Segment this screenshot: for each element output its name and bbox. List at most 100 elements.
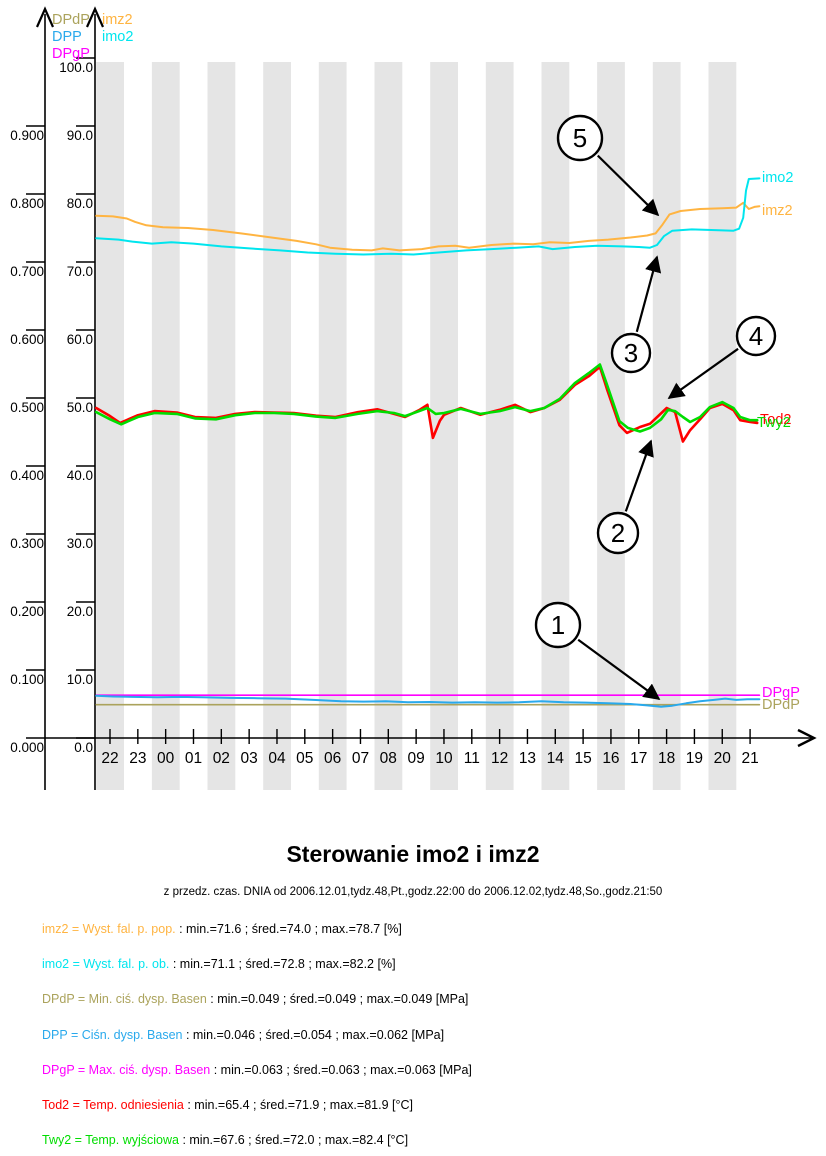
callout-arrow-3: [635, 255, 662, 333]
header-label-DPdP: DPdP: [52, 12, 90, 28]
series-label-imo2: imo2: [762, 170, 793, 186]
series-label-imz2: imz2: [762, 203, 793, 219]
callout-arrow-4: [667, 347, 739, 399]
x-axis-arrow-icon: [797, 728, 817, 748]
legend-series-label: Tod2 = Temp. odniesienia: [42, 1098, 188, 1112]
callout-arrow-2: [624, 439, 654, 512]
hour-stripe: [430, 62, 458, 790]
legend-row-DPgP: DPgP = Max. ciś. dysp. Basen : min.=0.06…: [42, 1063, 472, 1077]
legend-series-stats: : min.=0.063 ; śred.=0.063 ; max.=0.063 …: [213, 1062, 472, 1077]
percent-tick-label: 40.0: [67, 468, 93, 483]
percent-tick-label: 60.0: [67, 332, 93, 347]
callout-circle-3: [610, 332, 652, 374]
callout-number-3: 3: [624, 338, 638, 368]
hour-tick-label: 02: [213, 750, 230, 767]
hour-tick-label: 03: [241, 750, 258, 767]
hour-tick-label: 01: [185, 750, 202, 767]
legend-row-Twy2: Twy2 = Temp. wyjściowa : min.=67.6 ; śre…: [42, 1133, 408, 1147]
legend-series-label: imo2 = Wyst. fal. p. ob.: [42, 957, 173, 972]
legend-series-label: Twy2 = Temp. wyjściowa: [42, 1133, 183, 1148]
hour-tick-label: 11: [464, 750, 480, 767]
hour-tick-label: 07: [352, 750, 369, 767]
hour-tick-label: 21: [741, 750, 758, 767]
legend-row-Tod2: Tod2 = Temp. odniesienia : min.=65.4 ; ś…: [42, 1098, 413, 1112]
pressure-tick-label: 0.600: [10, 332, 44, 347]
series-label-DPgP: DPgP: [762, 685, 800, 701]
hour-tick-label: 13: [519, 750, 536, 767]
hour-stripe: [263, 62, 291, 790]
legend-series-stats: : min.=71.1 ; śred.=72.8 ; max.=82.2 [%]: [172, 957, 396, 972]
percent-tick-label: 10.0: [67, 672, 93, 687]
percent-axis-arrow-icon: [85, 6, 105, 28]
percent-tick-label: 100.0: [59, 60, 93, 75]
imz2-line: [95, 201, 761, 252]
chart-subtitle: z przedz. czas. DNIA od 2006.12.01,tydz.…: [163, 886, 663, 898]
percent-tick-label: 50.0: [67, 400, 93, 415]
callout-number-5: 5: [573, 123, 587, 153]
percent-tick-label: 90.0: [67, 128, 93, 143]
series-label-Tod2: Tod2: [760, 412, 791, 428]
imo2-line: [95, 177, 761, 256]
callout-circle-5: [556, 114, 604, 162]
hour-stripe: [96, 62, 124, 790]
hour-tick-label: 04: [268, 750, 286, 767]
series-label-Twy2: Twy2: [757, 415, 791, 431]
hour-tick-label: 06: [324, 750, 341, 767]
hour-tick-label: 18: [658, 750, 675, 767]
hour-tick-label: 14: [547, 750, 565, 767]
percent-tick-label: 30.0: [67, 536, 93, 551]
legend-series-stats: : min.=67.6 ; śred.=72.0 ; max.=82.4 [°C…: [182, 1133, 409, 1148]
hour-tick-label: 10: [435, 750, 453, 767]
legend-series-label: imz2 = Wyst. fal. p. pop.: [42, 922, 180, 936]
pressure-axis-arrow-icon: [35, 6, 55, 28]
DPP-line: [95, 694, 761, 708]
Twy2-line: [94, 363, 759, 433]
legend-row-DPdP: DPdP = Min. ciś. dysp. Basen : min.=0.04…: [42, 992, 468, 1006]
header-label-DPP: DPP: [52, 29, 82, 45]
hour-stripe: [207, 62, 236, 790]
legend-series-label: DPgP = Max. ciś. dysp. Basen: [42, 1062, 214, 1077]
header-label-imo2: imo2: [102, 29, 133, 45]
hour-tick-label: 15: [574, 750, 591, 767]
hour-tick-label: 23: [129, 750, 146, 767]
callout-number-1: 1: [551, 610, 565, 640]
callout-arrow-1: [577, 638, 661, 700]
hour-stripe: [374, 62, 403, 790]
pressure-tick-label: 0.100: [10, 672, 44, 687]
callout-number-2: 2: [611, 518, 625, 548]
hour-tick-label: 16: [602, 750, 619, 767]
pressure-tick-label: 0.800: [10, 196, 44, 211]
pressure-tick-label: 0.700: [10, 264, 44, 279]
hour-tick-label: 12: [491, 750, 508, 767]
hour-tick-label: 00: [157, 750, 175, 767]
hour-stripe: [708, 62, 737, 790]
hour-tick-label: 09: [408, 750, 425, 767]
legend-series-label: DPP = Ciśn. dysp. Basen: [42, 1027, 186, 1042]
hour-tick-label: 05: [296, 750, 313, 767]
legend-series-stats: : min.=0.046 ; śred.=0.054 ; max.=0.062 …: [185, 1027, 445, 1042]
legend-row-imz2: imz2 = Wyst. fal. p. pop. : min.=71.6 ; …: [42, 922, 402, 936]
percent-tick-label: 70.0: [67, 264, 93, 279]
callout-circle-1: [534, 601, 582, 649]
legend-row-imo2: imo2 = Wyst. fal. p. ob. : min.=71.1 ; ś…: [42, 957, 396, 971]
trend-chart-area: 0.900 0.800 0.700 0.600 0.500 0.400 0.300 0.200…: [10, 6, 817, 790]
hour-tick-label: 19: [686, 750, 703, 767]
hour-tick-label: 20: [714, 750, 732, 767]
hour-stripe: [318, 62, 347, 790]
callout-arrow-5: [597, 154, 660, 217]
callout-circle-2: [596, 511, 640, 555]
hour-stripe: [151, 62, 180, 790]
hour-stripe: [485, 62, 514, 790]
legend-series-stats: : min.=65.4 ; śred.=71.9 ; max.=81.9 [°C…: [187, 1098, 413, 1112]
hour-tick-label: 17: [630, 750, 647, 767]
pressure-tick-label: 0.400: [10, 468, 44, 483]
hour-tick-label: 22: [101, 750, 118, 767]
series-label-DPdP: DPdP: [762, 697, 800, 713]
chart-title: Sterowanie imo2 i imz2: [286, 841, 540, 867]
callout-number-4: 4: [749, 321, 763, 351]
legend-series-stats: : min.=0.049 ; śred.=0.049 ; max.=0.049 …: [210, 992, 469, 1007]
pressure-tick-label: 0.300: [10, 536, 44, 551]
legend-series-label: DPdP = Min. ciś. dysp. Basen: [42, 992, 211, 1007]
header-label-DPgP: DPgP: [52, 46, 90, 62]
header-label-imz2: imz2: [102, 12, 133, 28]
